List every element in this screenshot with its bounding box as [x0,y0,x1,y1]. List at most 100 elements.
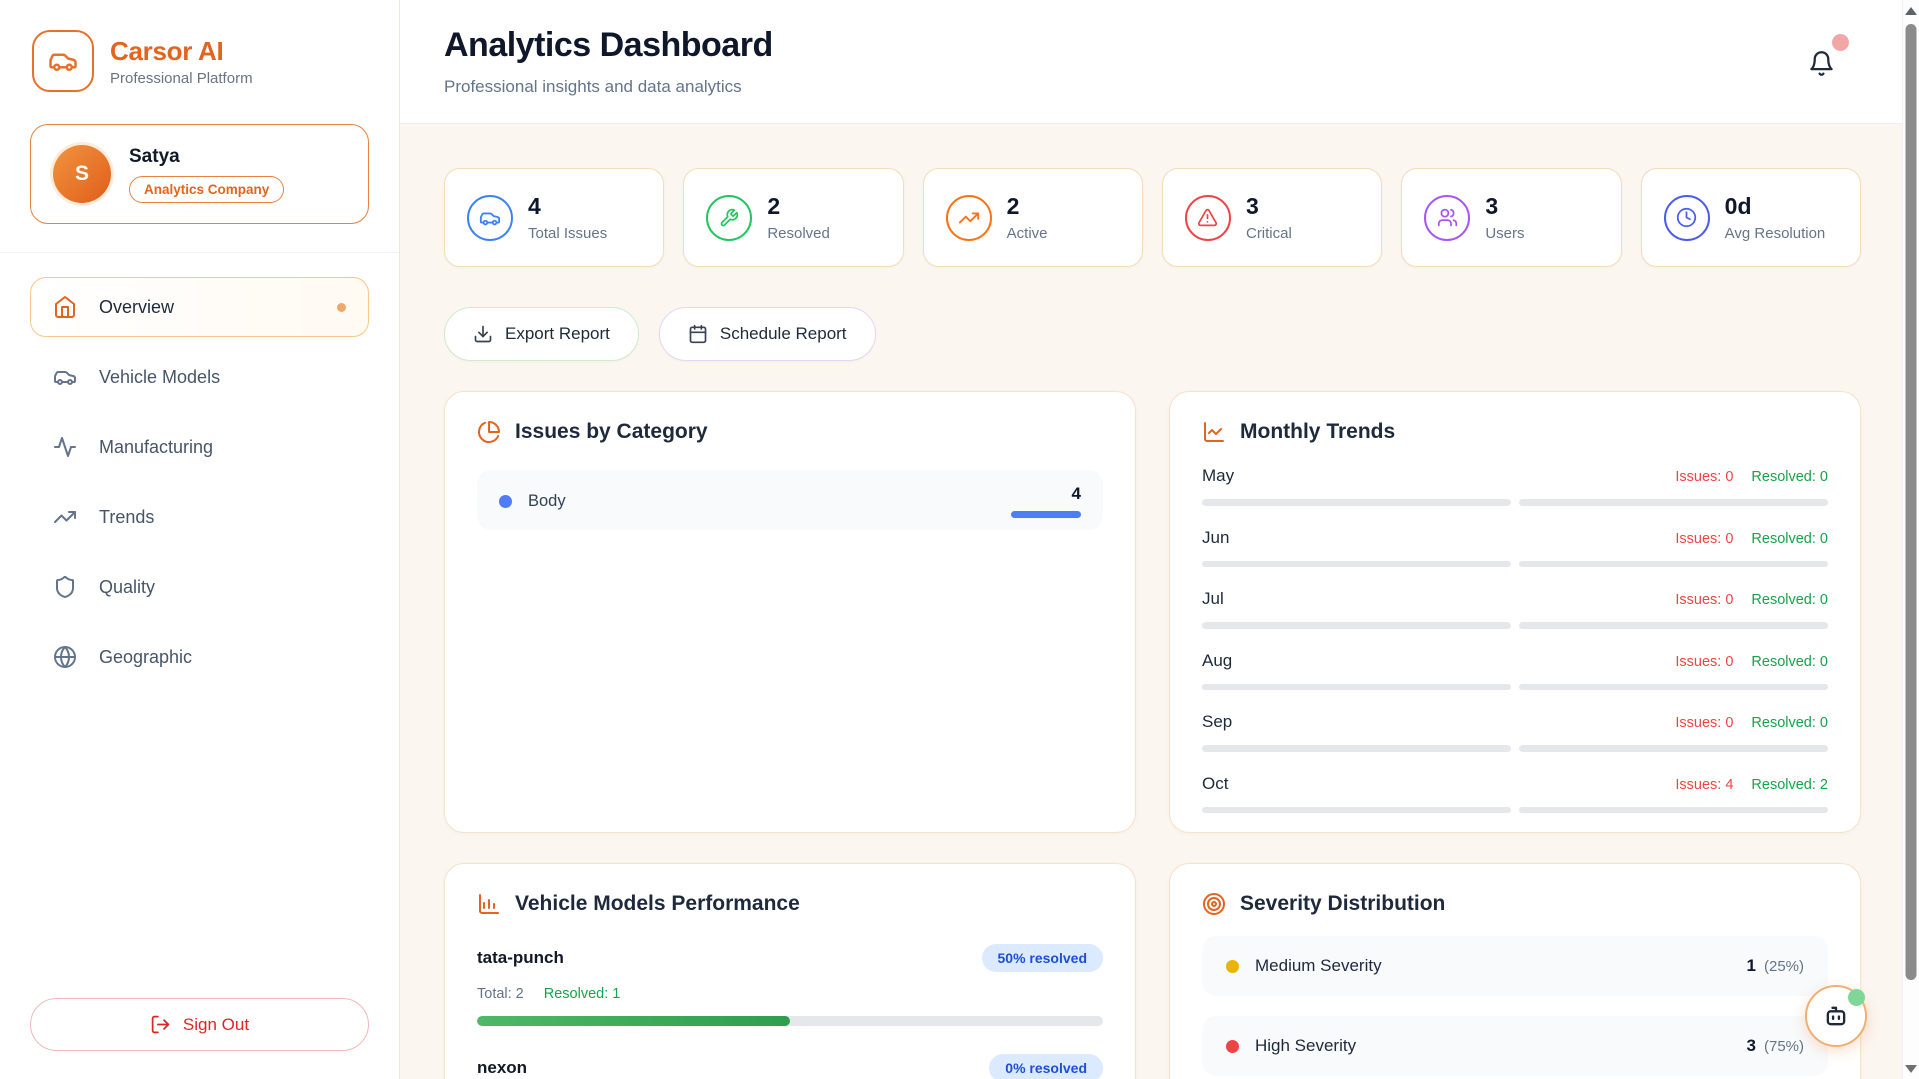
severity-distribution-card: Severity Distribution Medium Severity 1 … [1169,863,1861,1079]
month-name: Jun [1202,527,1230,547]
month-resolved: Resolved: 0 [1751,530,1828,547]
resolved-bar-track [1519,622,1828,629]
nav-label: Overview [99,296,175,317]
month-issues: Issues: 0 [1675,592,1734,608]
brand-name: Carsor AI [110,35,224,66]
notifications-button[interactable] [1808,34,1849,77]
home-icon [53,295,77,319]
sidebar-item-vehicle-models[interactable]: Vehicle Models [30,347,369,407]
sidebar: Carsor AI Professional Platform S Satya … [0,0,400,1079]
sidebar-item-manufacturing[interactable]: Manufacturing [30,417,369,477]
stat-card-critical: 3 Critical [1161,168,1383,267]
main-area: Analytics Dashboard Professional insight… [400,0,1919,1079]
model-resolved-badge: 50% resolved [981,944,1103,972]
user-card[interactable]: S Satya Analytics Company [30,124,369,224]
month-row-oct: Oct Issues: 4 Resolved: 2 [1202,773,1828,813]
nav-label: Quality [99,576,156,597]
month-name: Jul [1202,589,1224,608]
car-icon [32,30,94,92]
month-issues: Issues: 0 [1675,715,1734,731]
target-icon [1202,892,1226,916]
resolved-bar-track [1519,745,1828,752]
model-row-tata-punch: tata-punch 50% resolved Total: 2 Resolve… [477,944,1103,1026]
stat-card-resolved: 2 Resolved [683,168,904,267]
schedule-report-button[interactable]: Schedule Report [658,307,876,361]
category-dot [499,494,512,508]
month-row-aug: Aug Issues: 0 Resolved: 0 [1202,651,1828,690]
issues-bar-track [1202,622,1511,629]
sign-out-button[interactable]: Sign Out [30,998,369,1051]
issues-bar-track [1202,560,1511,567]
nav-label: Vehicle Models [99,366,221,387]
trending-up-icon [945,194,992,241]
scroll-up-arrow[interactable] [1905,7,1917,15]
stat-value: 3 [1485,193,1499,219]
line-chart-icon [1202,420,1226,444]
brand: Carsor AI Professional Platform [30,30,369,92]
model-progress-track [477,1016,1103,1026]
category-bar [1011,511,1081,518]
pie-chart-icon [477,420,501,444]
resolved-bar-track [1519,806,1828,813]
stat-card-active: 2 Active [922,168,1143,267]
month-issues: Issues: 0 [1675,653,1734,670]
sidebar-nav: Overview Vehicle Models Manufacturing Tr… [30,277,369,687]
severity-row-medium: Medium Severity 1 (25%) [1202,936,1828,996]
sidebar-spacer [30,687,369,998]
stat-card-users: 3 Users [1401,168,1622,267]
sidebar-divider [0,252,399,253]
month-row-jul: Jul Issues: 0 Resolved: 0 [1202,589,1828,629]
sidebar-item-trends[interactable]: Trends [30,487,369,547]
trending-up-icon [53,505,77,529]
month-name: Sep [1202,712,1233,731]
top-cards-grid: Issues by Category Body 4 [444,391,1861,833]
issues-bar-track [1202,745,1511,752]
model-name: nexon [477,1058,528,1077]
card-title: Vehicle Models Performance [515,892,800,915]
resolved-bar-track [1519,560,1828,567]
stat-value: 2 [767,193,781,219]
month-issues: Issues: 0 [1675,530,1734,547]
export-report-label: Export Report [505,324,610,343]
sidebar-item-quality[interactable]: Quality [30,557,369,617]
sign-out-label: Sign Out [182,1014,250,1034]
export-report-button[interactable]: Export Report [444,307,639,361]
vehicle-models-performance-card: Vehicle Models Performance tata-punch 50… [444,863,1136,1079]
user-role-badge: Analytics Company [129,175,285,203]
bottom-cards-grid: Vehicle Models Performance tata-punch 50… [444,863,1861,1079]
month-name: Oct [1202,773,1229,793]
page-title: Analytics Dashboard [444,26,773,64]
download-icon [473,324,493,344]
stats-row: 4 Total Issues 2 Resolved 2 [444,168,1861,267]
category-row-body: Body 4 [477,470,1103,530]
actions-row: Export Report Schedule Report [444,307,1861,361]
card-title: Issues by Category [515,420,708,443]
month-resolved: Resolved: 0 [1751,469,1828,485]
avatar: S [53,145,111,203]
scrollbar[interactable] [1902,0,1919,1079]
chat-assistant-button[interactable] [1805,985,1867,1047]
model-resolved: Resolved: 1 [543,986,621,1002]
model-total: Total: 2 [477,986,524,1002]
resolved-bar-track [1519,683,1828,690]
severity-count: 3 [1746,1036,1756,1055]
user-name: Satya [129,145,180,167]
stat-card-avg-resolution: 0d Avg Resolution [1640,168,1861,267]
globe-icon [53,645,77,669]
sidebar-item-overview[interactable]: Overview [30,277,369,337]
sidebar-item-geographic[interactable]: Geographic [30,627,369,687]
bot-icon [1822,1002,1850,1030]
severity-dot [1226,959,1239,973]
wrench-icon [706,194,753,241]
bell-icon [1808,50,1835,77]
severity-percent: (25%) [1763,958,1804,975]
scroll-down-arrow[interactable] [1905,1065,1917,1073]
month-resolved: Resolved: 0 [1751,653,1828,670]
stat-card-total-issues: 4 Total Issues [444,168,665,267]
online-status-dot [1848,989,1865,1006]
users-icon [1424,194,1471,241]
severity-percent: (75%) [1763,1038,1804,1055]
scrollbar-thumb[interactable] [1905,24,1917,980]
stat-value: 2 [1006,193,1020,219]
alert-triangle-icon [1184,194,1231,241]
